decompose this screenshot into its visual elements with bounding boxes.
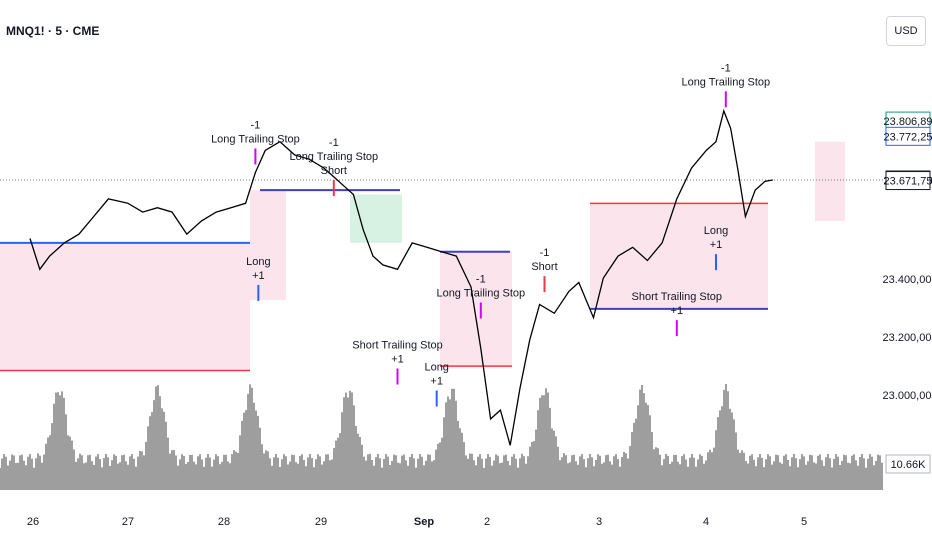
price-line	[29, 108, 773, 446]
annotation-label: Long Trailing Stop	[211, 134, 300, 146]
x-tick-label: 28	[218, 516, 230, 528]
position-box-long-1	[250, 190, 286, 301]
x-tick-label: 26	[27, 516, 39, 528]
annotation-label: +1	[430, 376, 443, 388]
annotation-label: Long	[424, 362, 448, 374]
annotation-label: +1	[710, 239, 723, 251]
annotation-label: -1	[721, 62, 731, 74]
annotation-label: Short	[531, 261, 557, 273]
position-box-long-3	[815, 141, 845, 221]
annotation-label: Long	[704, 225, 728, 237]
annotation-label: -1	[329, 137, 339, 149]
position-box-short-2	[590, 203, 768, 309]
volume-badge	[885, 454, 931, 474]
price-tick: 23.400,00	[883, 274, 932, 286]
annotation-label: -1	[476, 274, 486, 286]
annotation-label: -1	[251, 120, 261, 132]
x-tick-label: 5	[801, 516, 807, 528]
annotation-label: Long	[246, 256, 270, 268]
price-badge	[885, 126, 931, 146]
position-box-short	[0, 242, 250, 371]
x-tick-label: 4	[703, 516, 709, 528]
annotation-label: +1	[671, 305, 684, 317]
x-tick-label: 27	[122, 516, 134, 528]
x-tick-label: 29	[315, 516, 327, 528]
price-badge-label: 23.671,75	[884, 176, 932, 188]
currency-button[interactable]: USD	[886, 16, 926, 46]
price-badge-label: 23.806,89	[884, 116, 932, 128]
position-box-long-2	[440, 251, 512, 367]
symbol-title[interactable]: MNQ1! · 5 · CME	[6, 24, 100, 38]
position-box-profit	[350, 194, 402, 243]
price-tick: 23.200,00	[883, 332, 932, 344]
annotation-label: Short Trailing Stop	[632, 291, 723, 303]
annotation-label: Short Trailing Stop	[352, 340, 443, 352]
volume-badge-label: 10.66K	[891, 459, 927, 471]
annotation-label: Long Trailing Stop	[289, 151, 378, 163]
price-badge-label: 23.772,25	[884, 131, 932, 143]
price-tick: 23.000,00	[883, 390, 932, 402]
x-tick-label: 3	[596, 516, 602, 528]
annotation-label: Long Trailing Stop	[436, 288, 525, 300]
x-tick-label: Sep	[414, 516, 434, 528]
annotation-label: Short	[321, 165, 347, 177]
annotation-label: -1	[540, 247, 550, 259]
x-tick-label: 2	[484, 516, 490, 528]
price-badge	[885, 171, 931, 191]
annotation-label: +1	[252, 270, 265, 282]
annotation-label: Long Trailing Stop	[681, 76, 770, 88]
volume-histogram	[0, 384, 883, 490]
annotation-label: +1	[391, 354, 404, 366]
